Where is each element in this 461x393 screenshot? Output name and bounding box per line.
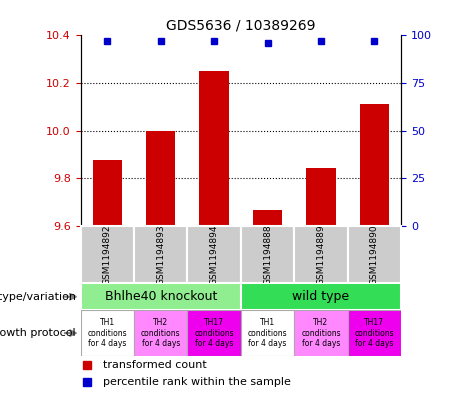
Text: GSM1194889: GSM1194889 — [316, 224, 325, 285]
Bar — [360, 105, 389, 226]
Text: GSM1194893: GSM1194893 — [156, 224, 165, 285]
Text: wild type: wild type — [292, 290, 349, 303]
Text: TH2
conditions
for 4 days: TH2 conditions for 4 days — [141, 318, 181, 348]
Bar — [81, 283, 241, 310]
Text: TH1
conditions
for 4 days: TH1 conditions for 4 days — [248, 318, 287, 348]
Bar — [294, 226, 348, 283]
Text: growth protocol: growth protocol — [0, 328, 76, 338]
Bar — [134, 310, 188, 356]
Bar — [294, 310, 348, 356]
Bar — [81, 310, 134, 356]
Title: GDS5636 / 10389269: GDS5636 / 10389269 — [166, 19, 316, 33]
Bar — [134, 226, 188, 283]
Text: Bhlhe40 knockout: Bhlhe40 knockout — [105, 290, 217, 303]
Text: GSM1194888: GSM1194888 — [263, 224, 272, 285]
Text: GSM1194892: GSM1194892 — [103, 224, 112, 285]
Text: TH17
conditions
for 4 days: TH17 conditions for 4 days — [195, 318, 234, 348]
Bar — [188, 226, 241, 283]
Text: TH2
conditions
for 4 days: TH2 conditions for 4 days — [301, 318, 341, 348]
Bar — [93, 160, 122, 226]
Text: genotype/variation: genotype/variation — [0, 292, 76, 302]
Text: percentile rank within the sample: percentile rank within the sample — [103, 377, 291, 387]
Bar — [253, 211, 282, 226]
Bar — [241, 283, 401, 310]
Bar — [348, 226, 401, 283]
Text: GSM1194894: GSM1194894 — [210, 224, 219, 285]
Bar — [188, 310, 241, 356]
Bar — [306, 167, 336, 226]
Bar — [200, 71, 229, 226]
Text: TH1
conditions
for 4 days: TH1 conditions for 4 days — [88, 318, 127, 348]
Bar — [146, 131, 176, 226]
Text: TH17
conditions
for 4 days: TH17 conditions for 4 days — [355, 318, 394, 348]
Text: GSM1194890: GSM1194890 — [370, 224, 379, 285]
Bar — [348, 310, 401, 356]
Bar — [241, 226, 294, 283]
Text: transformed count: transformed count — [103, 360, 207, 370]
Bar — [81, 226, 134, 283]
Bar — [241, 310, 294, 356]
